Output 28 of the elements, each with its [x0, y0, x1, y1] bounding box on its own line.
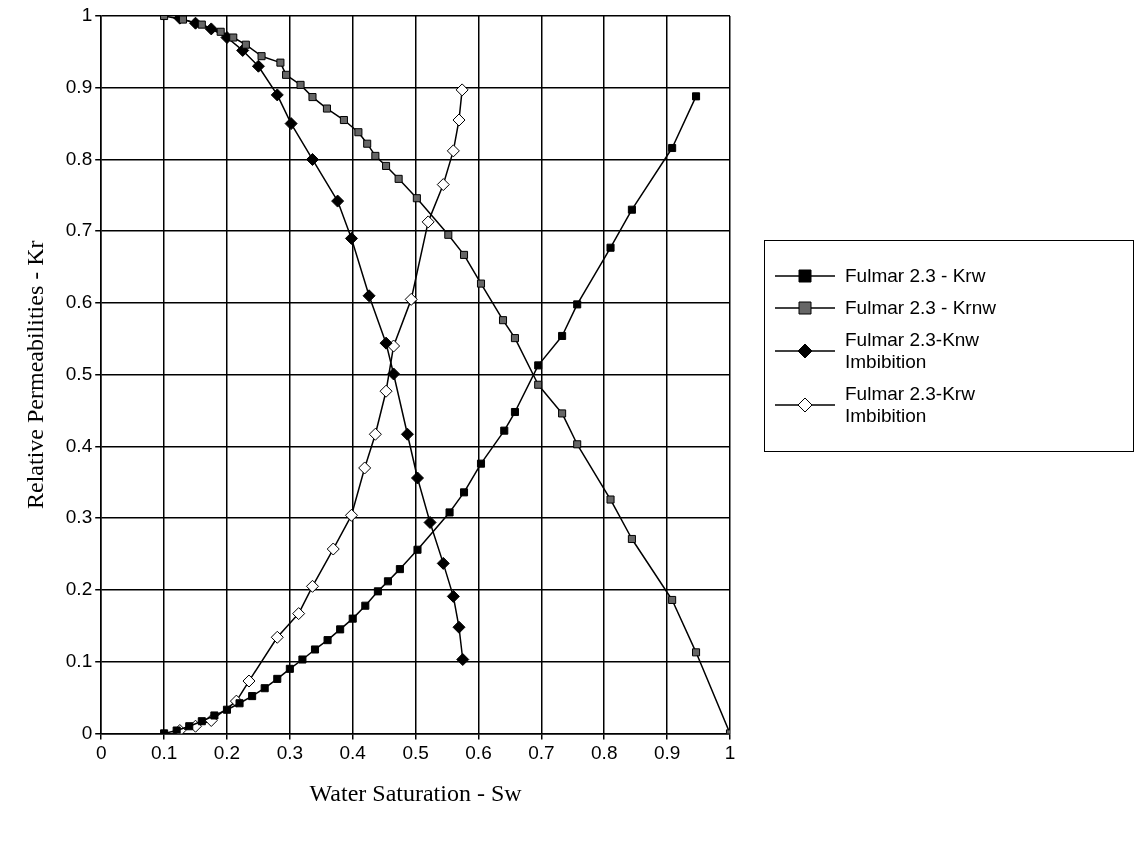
legend-label: Fulmar 2.3-Krw Imbibition: [845, 383, 976, 427]
y-tick-label: 0.1: [65, 649, 93, 671]
x-tick-label: 0: [95, 742, 107, 764]
y-tick-label: 0.4: [65, 434, 93, 456]
legend-label: Fulmar 2.3-Knw Imbibition: [845, 329, 981, 373]
x-tick-label: 0.4: [339, 742, 367, 764]
y-tick-label: 0.8: [65, 147, 93, 169]
x-tick-label: 0.6: [465, 742, 492, 764]
y-tick-label: 0.6: [65, 291, 93, 313]
y-axis-title: Relative Permeabilities - Kr: [21, 240, 48, 509]
y-tick-label: 1: [81, 4, 93, 26]
y-tick-label: 0.7: [65, 219, 93, 241]
x-tick-label: 0.7: [528, 742, 555, 764]
y-tick-label: 0.3: [65, 506, 93, 528]
y-tick-label: 0.2: [65, 578, 93, 600]
y-tick-label: 0.5: [65, 362, 93, 384]
legend-label: Fulmar 2.3 - Krnw: [845, 297, 996, 319]
x-tick-label: 0.2: [213, 742, 241, 764]
x-tick-label: 1: [724, 742, 736, 764]
x-tick-label: 0.5: [402, 742, 429, 764]
x-tick-label: 0.3: [276, 742, 304, 764]
y-tick-label: 0: [81, 721, 93, 743]
x-tick-label: 0.9: [653, 742, 681, 764]
x-axis-title: Water Saturation - Sw: [309, 779, 523, 806]
x-tick-label: 0.1: [150, 742, 178, 764]
legend-label: Fulmar 2.3 - Krw: [845, 265, 986, 287]
x-tick-label: 0.8: [591, 742, 618, 764]
y-tick-label: 0.9: [65, 75, 93, 97]
